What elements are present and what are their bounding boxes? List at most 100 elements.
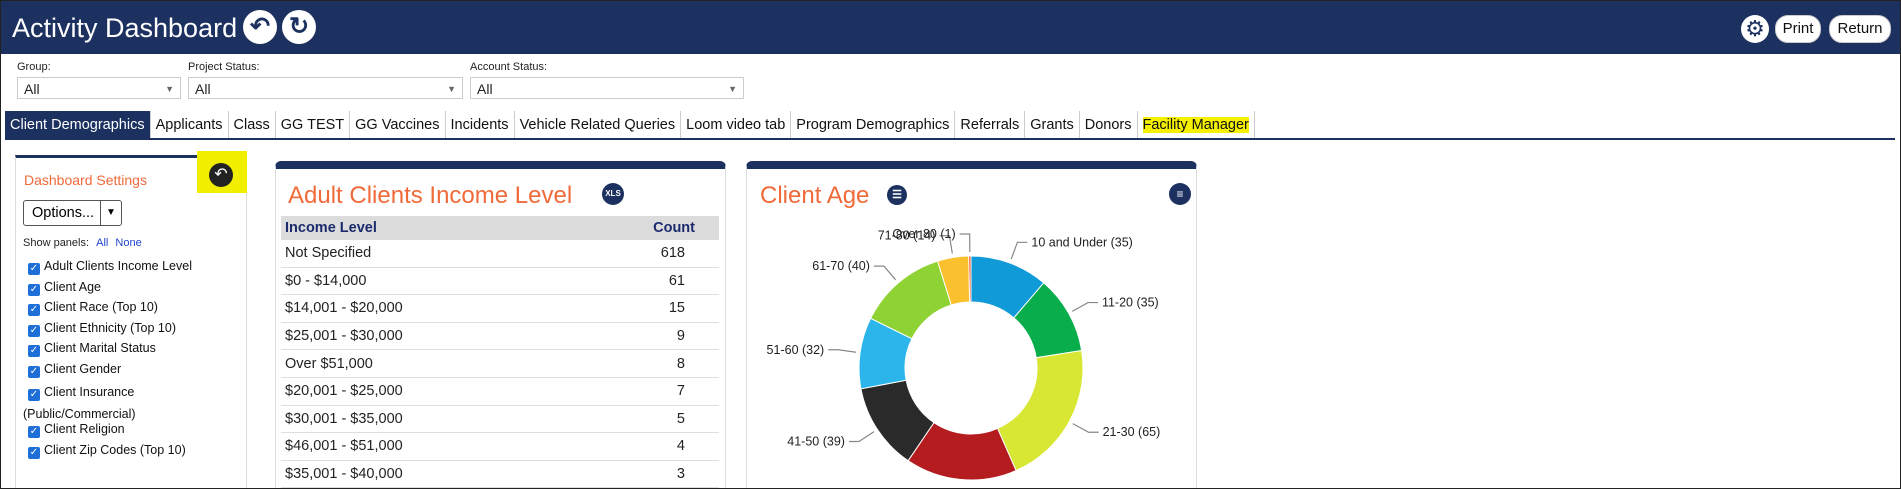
check-icon[interactable]: ✓ [28,284,40,296]
check-icon[interactable]: ✓ [28,389,40,401]
page-title: Activity Dashboard [12,13,238,43]
label-leader-line [1071,301,1098,312]
chevron-down-icon: ▼ [447,84,456,94]
table-row: Not Specified 618 [281,240,719,268]
income-panel-title: Adult Clients Income Level [288,182,573,209]
panel-checkbox[interactable]: ✓ Client Marital Status [28,341,156,357]
print-button[interactable]: Print [1775,15,1821,43]
label-leader-line [939,235,953,254]
project-status-select[interactable]: All ▼ [188,77,463,99]
column-header[interactable]: Count [562,216,719,240]
column-header[interactable]: Income Level [281,216,563,240]
check-icon[interactable]: ✓ [28,263,40,275]
label-leader-line [1010,241,1028,260]
check-icon[interactable]: ✓ [28,426,40,438]
show-panels-label: Show panels: [23,237,90,249]
panel-checkbox[interactable]: ✓ Client Religion [28,422,125,438]
count-cell: 7 [562,377,719,406]
age-donut-chart: 10 and Under (35) 11-20 (35) 21-30 (65) 41-… [767,227,1161,481]
group-label: Group: [17,61,51,73]
tab-applicants[interactable]: Applicants [151,111,229,139]
count-cell: 61 [562,267,719,296]
label-leader-line [828,349,857,353]
panel-checkbox[interactable]: ✓ Client Zip Codes (Top 10) [28,443,186,459]
slice-over-80[interactable] [968,255,972,303]
tab-incidents[interactable]: Incidents [446,111,515,139]
panel-checkbox[interactable]: ✓ Client Insurance [28,385,135,401]
return-button[interactable]: Return [1829,15,1891,43]
slice-label: 41-50 (39) [787,435,845,449]
count-cell: 9 [562,322,719,351]
undo-icon[interactable]: ↶ [209,163,233,187]
income-level-cell: $30,001 - $35,000 [281,405,563,434]
label-leader-line [959,233,971,253]
count-cell: 8 [562,349,719,378]
gear-icon[interactable]: ⚙ [1741,15,1769,43]
income-level-cell: $46,001 - $51,000 [281,432,563,461]
check-icon[interactable]: ✓ [28,366,40,378]
check-icon[interactable]: ✓ [28,447,40,459]
panel-checkbox-continuation: (Public/Commercial) [23,407,136,421]
slice-label: 21-30 (65) [1103,425,1161,439]
table-row: $46,001 - $51,000 4 [281,432,719,461]
table-row: $20,001 - $25,000 7 [281,377,719,406]
tab-grants[interactable]: Grants [1025,111,1080,139]
options-label: Options... [32,205,95,221]
tab-client-demographics[interactable]: Client Demographics [5,111,151,139]
tab-gg-vaccines[interactable]: GG Vaccines [350,111,446,139]
show-none-link[interactable]: None [115,237,142,249]
xls-icon[interactable]: XLS [602,183,624,205]
chevron-down-icon: ▼ [728,84,737,94]
tab-gg-test[interactable]: GG TEST [276,111,351,139]
income-level-cell: $14,001 - $20,000 [281,294,563,323]
list-icon[interactable]: ≡ [1169,183,1191,205]
settings-title: Dashboard Settings [24,172,147,188]
slice-label: 71-80 (14) [878,229,936,243]
slice-label: Over 80 (1) [892,227,955,241]
top-header: Activity Dashboard ↶ ↻ ⚙ Print Return [1,1,1900,54]
panel-checkbox[interactable]: ✓ Adult Clients Income Level [28,259,192,275]
slice-label: 10 and Under (35) [1031,235,1132,249]
count-cell: 15 [562,294,719,323]
table-row: Over $51,000 8 [281,349,719,378]
tab-referrals[interactable]: Referrals [955,111,1026,139]
check-icon[interactable]: ✓ [28,345,40,357]
label-leader-line [1072,423,1099,433]
panel-checkbox[interactable]: ✓ Client Gender [28,362,122,378]
check-icon[interactable]: ✓ [28,304,40,316]
slice-label: 61-70 (40) [812,259,870,273]
tab-vehicle-related-queries[interactable]: Vehicle Related Queries [515,111,682,139]
account-status-select[interactable]: All ▼ [470,77,744,99]
table-header-row: Income Level Count [281,216,719,240]
income-table: Income Level Count Not Specified 618 $0 - … [281,216,719,488]
table-row: $30,001 - $35,000 5 [281,405,719,434]
tab-loom-video[interactable]: Loom video tab [681,111,792,139]
tab-facility-manager[interactable]: Facility Manager [1138,111,1255,139]
check-icon[interactable]: ✓ [28,325,40,337]
settings-back-highlight: ↶ [197,151,247,193]
income-level-cell: $0 - $14,000 [281,267,563,296]
slice-label: 11-20 (35) [1102,296,1159,310]
chevron-down-icon[interactable]: ▼ [100,201,121,225]
income-level-cell: $25,001 - $30,000 [281,322,563,351]
group-select[interactable]: All ▼ [17,77,181,99]
tab-bar: Client Demographics Applicants Class GG … [5,111,1255,139]
tab-class[interactable]: Class [229,111,276,139]
show-all-link[interactable]: All [96,237,109,249]
tab-program-demographics[interactable]: Program Demographics [791,111,956,139]
panel-checkbox[interactable]: ✓ Client Ethnicity (Top 10) [28,321,177,337]
refresh-icon[interactable]: ↻ [282,10,316,44]
panel-checkbox[interactable]: ✓ Client Race (Top 10) [28,300,158,316]
tab-donors[interactable]: Donors [1080,111,1138,139]
slice-21-30[interactable] [996,349,1084,472]
project-status-label: Project Status: [188,61,260,73]
age-panel-title: Client Age [760,182,870,209]
count-cell: 5 [562,405,719,434]
back-icon[interactable]: ↶ [243,10,277,44]
panel-checkbox[interactable]: ✓ Client Age [28,280,101,296]
group-value: All [24,81,40,97]
document-icon[interactable]: ☰ [887,185,907,205]
options-dropdown[interactable]: Options... ▼ [23,200,122,226]
chevron-down-icon: ▼ [165,84,174,94]
table-row: $0 - $14,000 61 [281,267,719,296]
